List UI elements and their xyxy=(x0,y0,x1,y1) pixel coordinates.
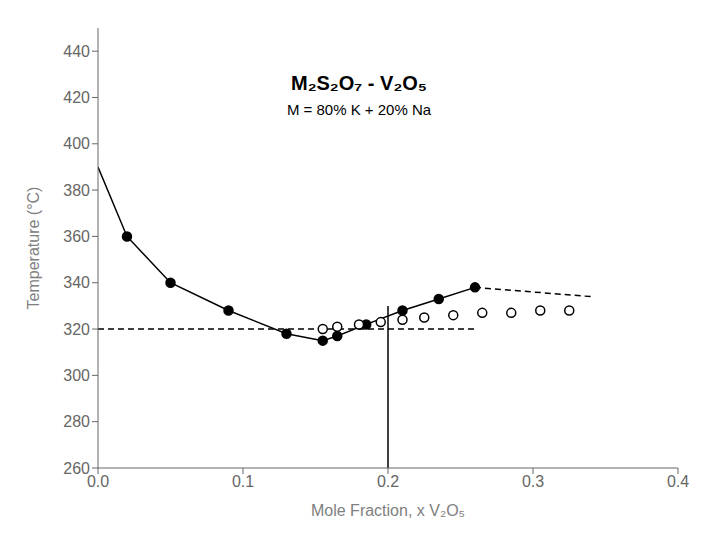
svg-text:380: 380 xyxy=(63,182,90,199)
svg-text:0.1: 0.1 xyxy=(232,473,254,490)
svg-text:280: 280 xyxy=(63,413,90,430)
svg-text:340: 340 xyxy=(63,274,90,291)
svg-text:Temperature (°C): Temperature (°C) xyxy=(25,187,42,310)
svg-text:360: 360 xyxy=(63,228,90,245)
svg-text:0.4: 0.4 xyxy=(667,473,689,490)
svg-text:0.3: 0.3 xyxy=(522,473,544,490)
svg-text:Mole Fraction, x V₂O₅: Mole Fraction, x V₂O₅ xyxy=(311,502,465,519)
svg-text:0.2: 0.2 xyxy=(377,473,399,490)
svg-text:300: 300 xyxy=(63,367,90,384)
svg-text:260: 260 xyxy=(63,460,90,477)
html-text:M₂S₂O₇ - V₂O₅: M₂S₂O₇ - V₂O₅ xyxy=(291,72,427,94)
svg-text:420: 420 xyxy=(63,89,90,106)
svg-text:0.0: 0.0 xyxy=(87,473,109,490)
svg-text:320: 320 xyxy=(63,321,90,338)
svg-text:400: 400 xyxy=(63,135,90,152)
svg-text:440: 440 xyxy=(63,43,90,60)
html-text:M = 80% K + 20% Na: M = 80% K + 20% Na xyxy=(286,101,432,118)
